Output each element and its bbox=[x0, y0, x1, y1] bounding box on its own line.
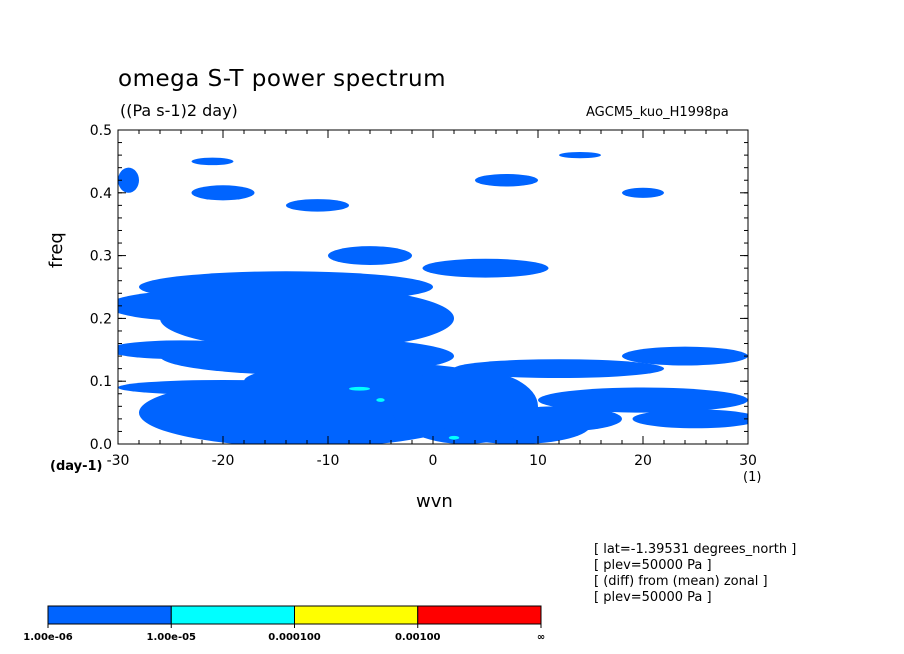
colorbar-label-1: 1.00e-05 bbox=[146, 632, 196, 643]
x-tick-label-1: -20 bbox=[212, 453, 235, 469]
contour-region-level2-2 bbox=[376, 398, 385, 402]
chart-units: ((Pa s-1)2 day) bbox=[120, 101, 238, 120]
y-tick-label-0: 0.0 bbox=[90, 437, 112, 453]
x-tick-label-0: -30 bbox=[107, 453, 130, 469]
colorbar-label-4: ∞ bbox=[537, 632, 545, 643]
contour-region-level1-17 bbox=[286, 199, 349, 212]
x-tick-label-5: 20 bbox=[634, 453, 652, 469]
contour-region-level1-20 bbox=[191, 157, 234, 166]
colorbar-label-0: 1.00e-06 bbox=[23, 632, 73, 643]
y-tick-label-5: 0.5 bbox=[90, 123, 112, 139]
chart-title: omega S-T power spectrum bbox=[118, 66, 447, 92]
colorbar-segment-1 bbox=[170, 605, 295, 625]
contour-region-level1-7 bbox=[118, 379, 328, 396]
info-line-diff: [ (diff) from (mean) zonal ] bbox=[594, 574, 768, 589]
axis-ticks: -30 -20 -10 0 10 20 30 0.0 0.1 0.2 0.3 0.4 0.5 bbox=[90, 123, 757, 469]
contour-region-level1-23 bbox=[118, 167, 139, 193]
info-line-plev-2: [ plev=50000 Pa ] bbox=[594, 590, 712, 605]
x-tick-label-6: 30 bbox=[739, 453, 757, 469]
x-tick-label-2: -10 bbox=[317, 453, 340, 469]
colorbar-segment-3 bbox=[417, 605, 542, 625]
x-tick-label-3: 0 bbox=[429, 453, 438, 469]
colorbar: 1.00e-06 1.00e-05 0.000100 0.00100 ∞ bbox=[23, 605, 545, 643]
y-tick-label-4: 0.4 bbox=[90, 186, 112, 202]
contour-region-level1-13 bbox=[454, 359, 664, 379]
contour-region-level1-19 bbox=[622, 187, 664, 198]
y-tick-label-1: 0.1 bbox=[90, 374, 112, 390]
info-line-plev: [ plev=50000 Pa ] bbox=[594, 558, 712, 573]
contour-region-level1-15 bbox=[328, 246, 412, 266]
contour-region-level1-12 bbox=[632, 409, 748, 429]
colorbar-segment-2 bbox=[294, 605, 419, 625]
contour-region-level1-22 bbox=[622, 346, 748, 366]
contour-region-level1-14 bbox=[422, 258, 549, 278]
contour-region-level1-16 bbox=[191, 185, 255, 201]
model-label: AGCM5_kuo_H1998pa bbox=[586, 105, 729, 120]
colorbar-segment-0 bbox=[47, 605, 172, 625]
contour-region-level1-10 bbox=[496, 406, 622, 432]
x-unit-label: (1) bbox=[743, 470, 762, 485]
colorbar-label-3: 0.00100 bbox=[395, 632, 441, 643]
y-unit-label: (day-1) bbox=[50, 459, 103, 474]
y-tick-label-2: 0.2 bbox=[90, 311, 112, 327]
contour-region-level2-1 bbox=[448, 435, 460, 440]
contour-layer bbox=[118, 151, 748, 444]
contour-region-level1-18 bbox=[475, 173, 538, 187]
x-tick-label-4: 10 bbox=[529, 453, 547, 469]
contour-region-level1-21 bbox=[559, 151, 601, 159]
y-tick-label-3: 0.3 bbox=[90, 249, 112, 265]
colorbar-label-2: 0.000100 bbox=[268, 632, 321, 643]
contour-region-level2-0 bbox=[349, 386, 370, 391]
info-line-lat: [ lat=-1.39531 degrees_north ] bbox=[594, 542, 797, 557]
contour-region-level1-11 bbox=[538, 387, 748, 413]
contour-region-level1-2 bbox=[160, 287, 454, 350]
x-axis-label: wvn bbox=[416, 491, 453, 512]
